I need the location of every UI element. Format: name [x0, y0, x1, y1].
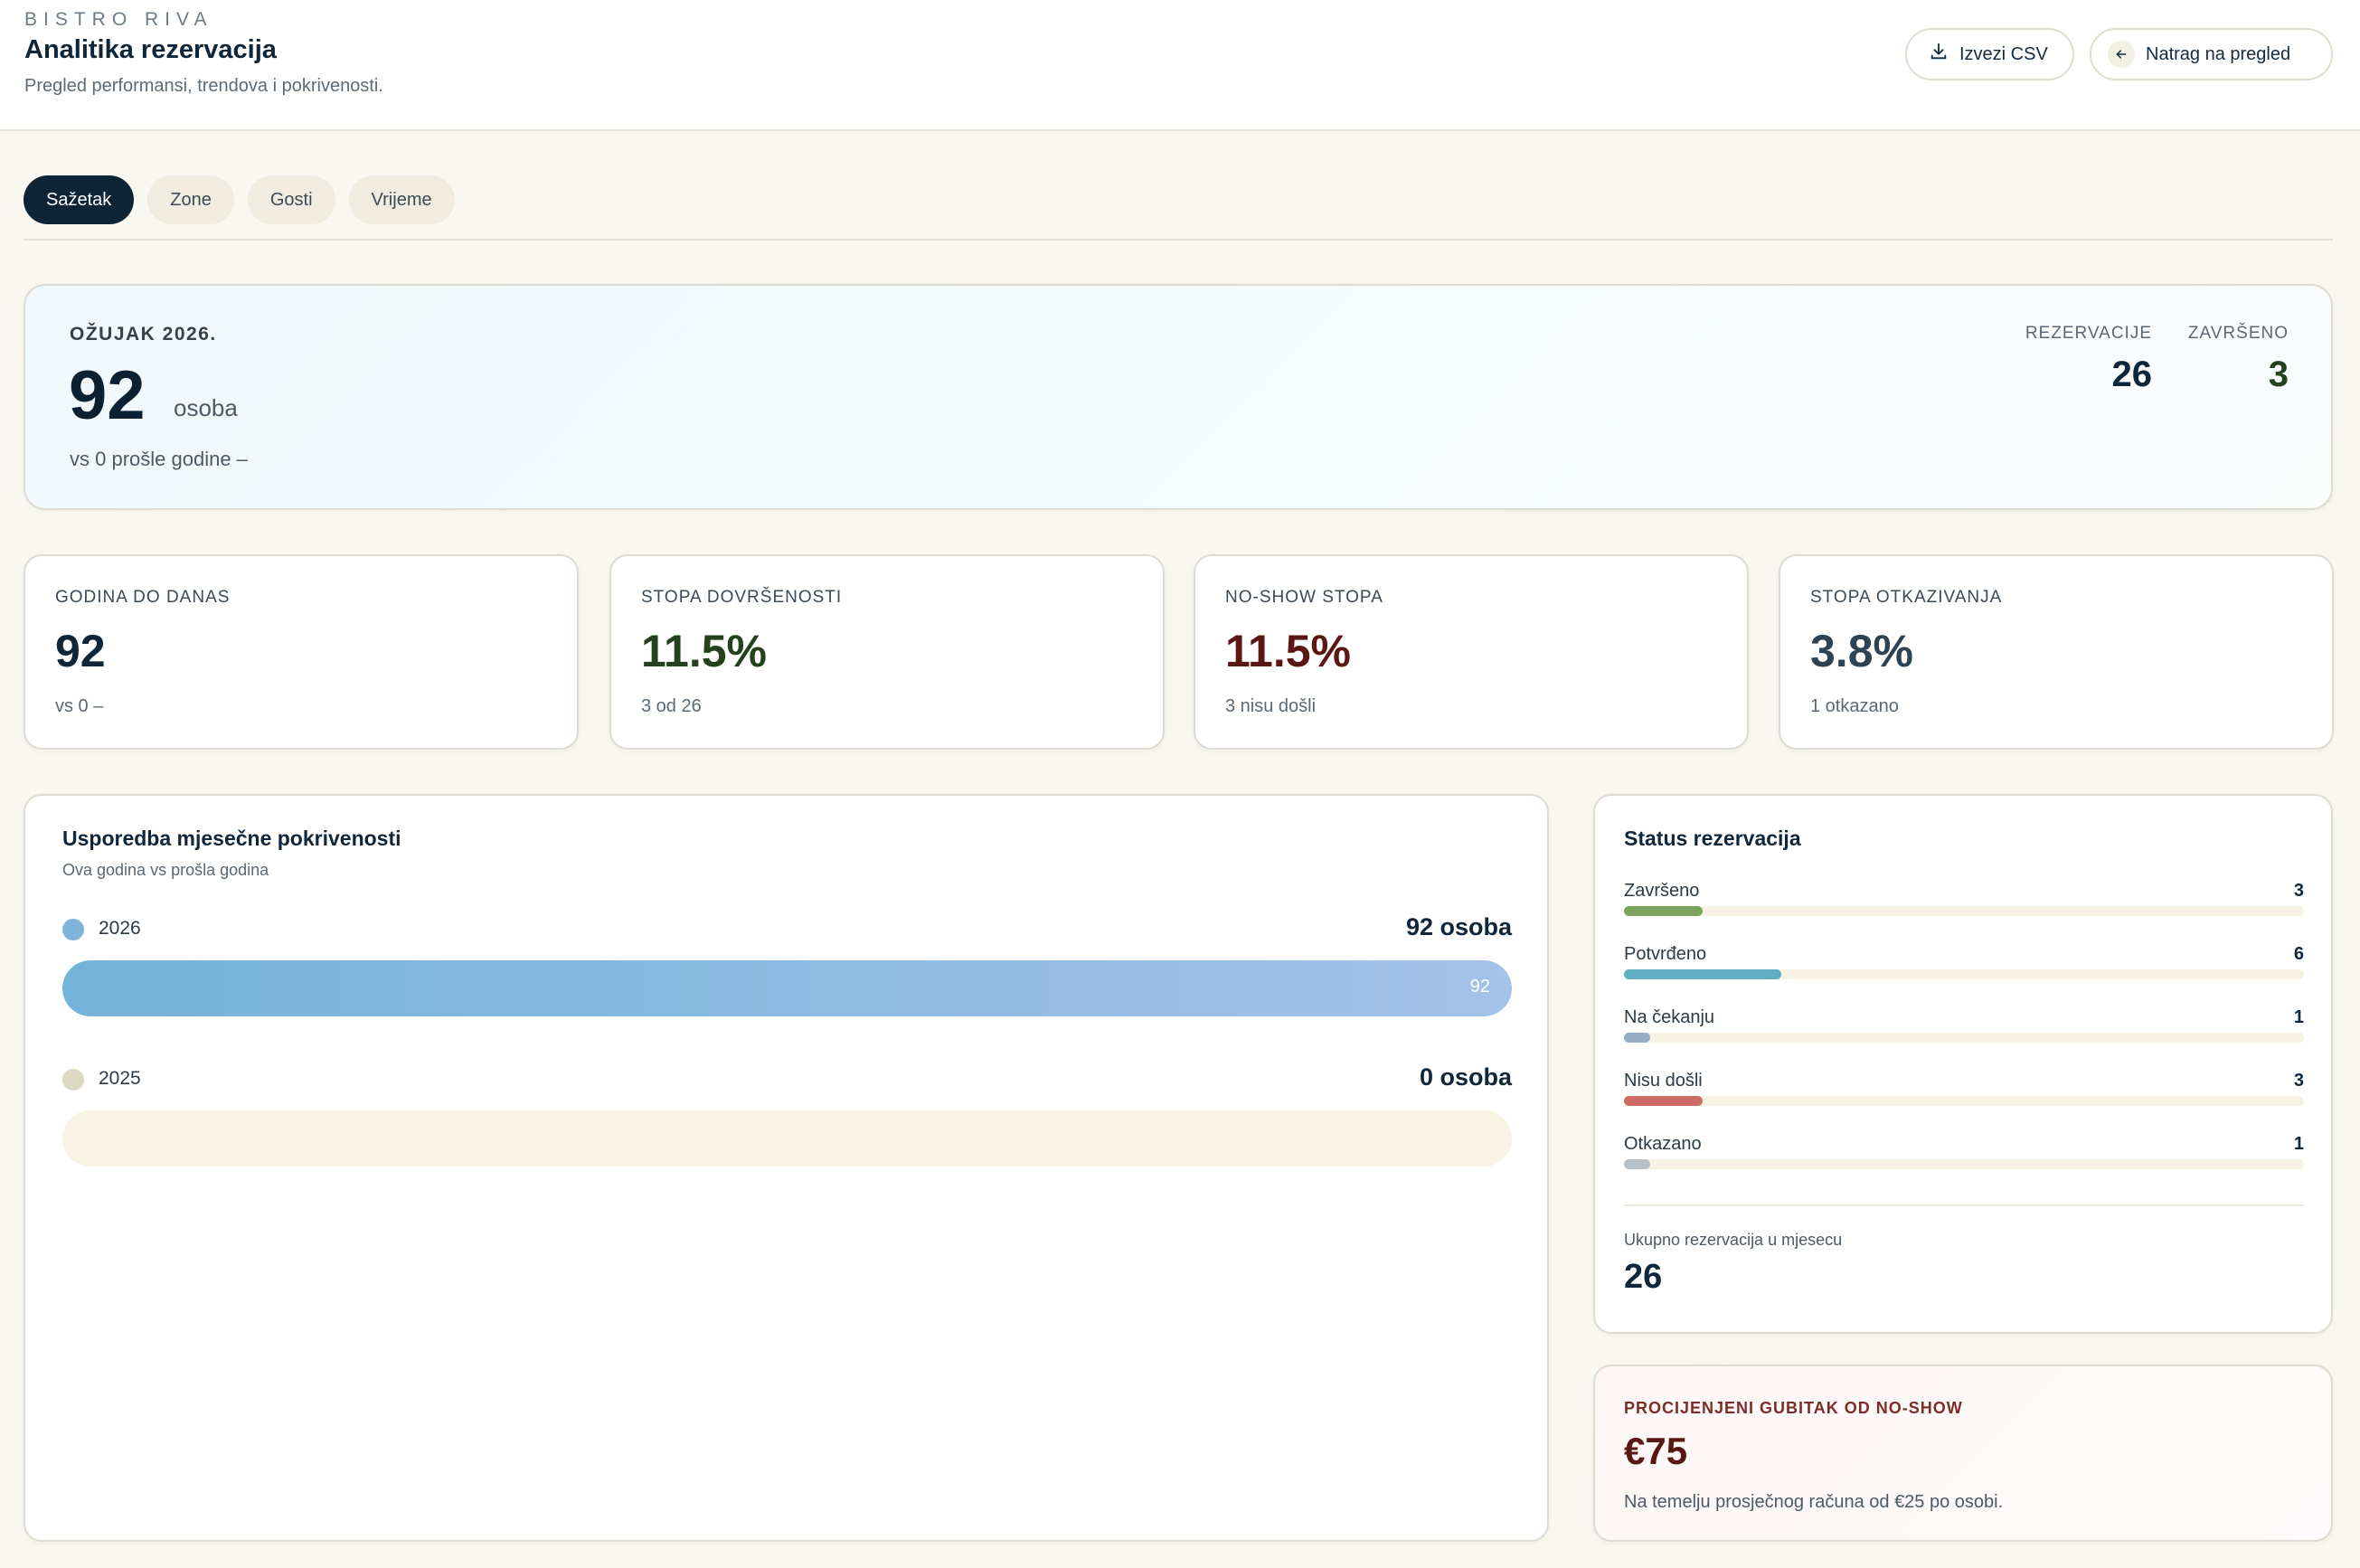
coverage-title: Usporedba mjesečne pokrivenosti: [62, 827, 401, 850]
hero-stat-label: ZAVRŠENO: [2187, 324, 2289, 343]
status-count: 1: [2293, 1007, 2304, 1027]
series-total: 92 osoba: [1405, 913, 1512, 940]
status-count: 3: [2293, 881, 2304, 901]
loss-label: PROCIJENJENI GUBITAK OD NO-SHOW: [1624, 1399, 1963, 1417]
bar-value-label: 92: [1469, 977, 1490, 997]
arrow-left-icon: [2108, 41, 2135, 68]
back-to-overview-label: Natrag na pregled: [2146, 43, 2291, 64]
legend-dot-2025: [62, 1069, 84, 1091]
bar-track-2026: 92: [62, 960, 1512, 1016]
status-row-no-show: Nisu došli 3: [1624, 1071, 2304, 1107]
kpi-label: STOPA OTKAZIVANJA: [1810, 588, 2003, 607]
status-label: Otkazano: [1624, 1134, 1702, 1154]
status-fill: [1624, 1033, 1650, 1043]
status-total-label: Ukupno rezervacija u mjesecu: [1624, 1231, 1843, 1249]
status-track: [1624, 906, 2304, 916]
bar-track-2025: [62, 1110, 1512, 1167]
series-name: 2026: [99, 918, 141, 939]
loss-note: Na temelju prosječnog računa od €25 po o…: [1624, 1492, 2004, 1512]
tab-guests[interactable]: Gosti: [247, 175, 335, 224]
kpi-label: GODINA DO DANAS: [55, 588, 231, 607]
hero-stat-reservations: REZERVACIJE 26: [2025, 324, 2152, 395]
hero-month-label: OŽUJAK 2026.: [70, 324, 217, 345]
status-label: Na čekanju: [1624, 1007, 1715, 1027]
legend-dot-2026: [62, 919, 84, 940]
kpi-label: NO-SHOW STOPA: [1225, 588, 1383, 607]
hero-covers-unit: osoba: [174, 394, 238, 421]
tab-zones[interactable]: Zone: [147, 175, 234, 224]
hero-stat-label: REZERVACIJE: [2025, 324, 2152, 343]
monthly-hero-card: OŽUJAK 2026. 92 osoba vs 0 prošle godine…: [24, 284, 2333, 510]
kpi-subtext: 3 od 26: [641, 696, 702, 716]
status-track: [1624, 1159, 2304, 1169]
hero-stat-completed: ZAVRŠENO 3: [2188, 324, 2289, 395]
tab-time[interactable]: Vrijeme: [348, 175, 455, 224]
hero-stat-value: 3: [2268, 354, 2289, 394]
kpi-label: STOPA DOVRŠENOSTI: [641, 588, 843, 607]
coverage-subtitle: Ova godina vs prošla godina: [62, 861, 269, 879]
kpi-subtext: 3 nisu došli: [1225, 696, 1317, 716]
tab-summary[interactable]: Sažetak: [24, 175, 135, 224]
kpi-subtext: vs 0 –: [55, 696, 104, 716]
status-title: Status rezervacija: [1624, 827, 1801, 850]
brand-name: BISTRO RIVA: [24, 9, 213, 30]
page-title: Analitika rezervacija: [24, 35, 277, 64]
kpi-value: 3.8%: [1810, 626, 1913, 676]
reservation-status-card: Status rezervacija Završeno 3 Potvrđeno …: [1593, 794, 2333, 1334]
status-fill: [1624, 969, 1781, 979]
hero-covers-value: 92: [69, 357, 146, 434]
download-icon: [1929, 42, 1949, 67]
series-name: 2025: [99, 1068, 141, 1089]
series-header-2025: 2025 0 osoba: [62, 1063, 1512, 1094]
coverage-comparison-card: Usporedba mjesečne pokrivenosti Ova godi…: [24, 794, 1549, 1542]
export-csv-button[interactable]: Izvezi CSV: [1905, 28, 2074, 80]
status-label: Završeno: [1624, 881, 1700, 901]
kpi-value: 11.5%: [641, 626, 768, 676]
status-label: Nisu došli: [1624, 1071, 1703, 1091]
top-header: BISTRO RIVA Analitika rezervacija Pregle…: [0, 0, 2360, 131]
series-header-2026: 2026 92 osoba: [62, 913, 1512, 944]
status-label: Potvrđeno: [1624, 944, 1707, 964]
status-count: 3: [2293, 1071, 2304, 1091]
status-count: 6: [2293, 944, 2304, 964]
back-to-overview-button[interactable]: Natrag na pregled: [2090, 28, 2333, 80]
status-track: [1624, 1096, 2304, 1106]
bar-2026: 92: [62, 960, 1512, 1016]
status-track: [1624, 1033, 2304, 1043]
status-count: 1: [2293, 1134, 2304, 1154]
status-row-completed: Završeno 3: [1624, 881, 2304, 917]
status-row-pending: Na čekanju 1: [1624, 1007, 2304, 1044]
status-fill: [1624, 1159, 1650, 1169]
kpi-subtext: 1 otkazano: [1810, 696, 1899, 716]
status-total-value: 26: [1624, 1258, 1663, 1296]
analytics-tabs: Sažetak Zone Gosti Vrijeme: [24, 175, 455, 224]
kpi-value: 11.5%: [1225, 626, 1352, 676]
hero-stat-value: 26: [2111, 354, 2153, 394]
status-fill: [1624, 1096, 1703, 1106]
status-fill: [1624, 906, 1703, 916]
export-csv-label: Izvezi CSV: [1959, 43, 2048, 64]
kpi-card-completion-rate: STOPA DOVRŠENOSTI 11.5% 3 od 26: [609, 554, 1165, 750]
page-subtitle: Pregled performansi, trendova i pokriven…: [24, 76, 383, 96]
kpi-card-year-to-date: GODINA DO DANAS 92 vs 0 –: [24, 554, 579, 750]
status-track: [1624, 969, 2304, 979]
status-row-confirmed: Potvrđeno 6: [1624, 944, 2304, 980]
hero-year-comparison: vs 0 prošle godine –: [70, 448, 248, 470]
no-show-loss-card: PROCIJENJENI GUBITAK OD NO-SHOW €75 Na t…: [1593, 1365, 2333, 1542]
series-total: 0 osoba: [1419, 1063, 1512, 1091]
tabs-divider: [24, 239, 2333, 241]
kpi-card-cancellation-rate: STOPA OTKAZIVANJA 3.8% 1 otkazano: [1779, 554, 2334, 750]
loss-value: €75: [1624, 1430, 1688, 1472]
kpi-card-no-show-rate: NO-SHOW STOPA 11.5% 3 nisu došli: [1194, 554, 1749, 750]
status-row-cancelled: Otkazano 1: [1624, 1134, 2304, 1170]
kpi-value: 92: [55, 626, 106, 676]
status-divider: [1624, 1204, 2304, 1206]
